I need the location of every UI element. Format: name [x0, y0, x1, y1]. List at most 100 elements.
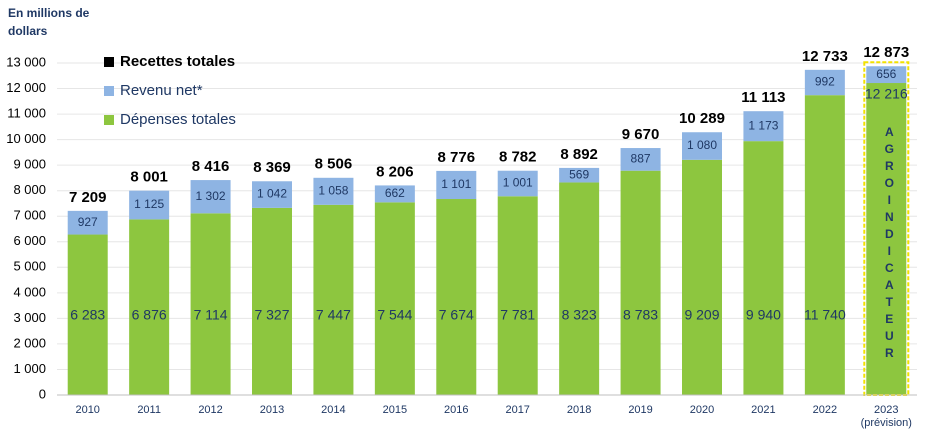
total-label: 10 289: [679, 110, 725, 127]
total-label: 8 782: [499, 149, 537, 166]
bar-segment: [374, 185, 415, 203]
bar-segment: [436, 199, 477, 395]
legend-swatch: [104, 115, 114, 125]
bar-segment: [129, 219, 170, 395]
legend-swatch: [104, 57, 114, 67]
value-label: 12 216: [865, 86, 908, 102]
total-label: 8 206: [376, 163, 414, 180]
value-label: 9 940: [746, 307, 781, 323]
value-label: 1 042: [257, 187, 287, 201]
total-label: 8 506: [315, 156, 353, 173]
value-label: 927: [78, 215, 98, 229]
y-tick-label: 7 000: [13, 208, 46, 223]
value-label: 7 447: [316, 307, 351, 323]
bar-segment: [559, 167, 600, 183]
value-label: 9 209: [684, 307, 719, 323]
total-label: 9 670: [622, 126, 660, 143]
y-tick-label: 8 000: [13, 182, 46, 197]
bar-segment: [559, 182, 600, 395]
value-label: 662: [385, 186, 405, 200]
y-tick-label: 11 000: [7, 106, 46, 121]
bar-segment: [866, 83, 907, 395]
value-label: 992: [815, 75, 835, 89]
bar-segment: [313, 177, 354, 205]
x-tick-label: 2020: [689, 404, 715, 416]
bar-segment: [436, 170, 477, 200]
y-tick-label: 5 000: [13, 259, 46, 274]
legend-label: Dépenses totales: [120, 111, 236, 128]
total-label: 8 776: [438, 149, 476, 166]
y-tick-label: 0: [39, 386, 46, 401]
legend-swatch: [104, 86, 114, 96]
legend-label: Recettes totales: [120, 53, 235, 70]
x-tick-label: 2021: [751, 404, 776, 416]
value-label: 1 001: [503, 176, 533, 190]
bar-segment: [620, 170, 661, 395]
total-label: 12 873: [863, 44, 909, 61]
total-label: 8 892: [560, 146, 598, 163]
bar-segment: [190, 180, 231, 214]
y-tick-label: 2 000: [13, 335, 46, 350]
x-tick-label: 2017: [505, 404, 530, 416]
bar-segment: [374, 202, 415, 395]
bar-segment: [804, 95, 845, 395]
bar-segment: [252, 181, 292, 208]
x-tick-label: 2014: [321, 404, 346, 416]
bar-segment: [190, 213, 231, 395]
x-tick-label: 2012: [198, 404, 223, 416]
x-tick-label: 2013: [259, 404, 285, 416]
bar-segment: [804, 69, 845, 96]
value-label: 7 781: [500, 307, 535, 323]
bar-segment: [497, 170, 538, 197]
value-label: 7 327: [254, 307, 289, 323]
y-axis-label: En millions de dollars: [8, 6, 90, 38]
y-tick-label: 12 000: [6, 80, 46, 95]
bar-segment: [743, 111, 784, 142]
total-label: 7 209: [69, 189, 107, 206]
value-label: 887: [631, 152, 651, 166]
total-label: 8 001: [130, 169, 168, 186]
total-label: 12 733: [802, 48, 848, 65]
y-tick-label: 3 000: [13, 310, 46, 325]
x-tick-label: 2015: [382, 404, 408, 416]
bar-segment: [682, 159, 722, 395]
value-label: 1 125: [134, 197, 164, 211]
value-label: 1 173: [748, 118, 778, 132]
total-label: 11 113: [741, 89, 785, 106]
x-tick-label: 2023 (prévision): [860, 404, 912, 429]
value-label: 6 876: [132, 307, 167, 323]
value-label: 6 283: [70, 307, 105, 323]
bar-segment: [252, 207, 292, 395]
value-label: 7 544: [377, 307, 412, 323]
y-tick-label: 6 000: [13, 233, 46, 248]
x-tick-label: 2010: [75, 404, 100, 416]
x-tick-label: 2022: [812, 404, 838, 416]
value-label: 11 740: [804, 307, 846, 323]
legend-label: Revenu net*: [120, 82, 203, 99]
bar-segment: [620, 148, 661, 171]
bar-segment: [497, 196, 538, 395]
value-label: 656: [876, 67, 896, 81]
value-label: 8 783: [623, 307, 658, 323]
y-tick-label: 13 000: [6, 54, 46, 69]
bar-segment: [67, 210, 108, 235]
total-label: 8 416: [192, 158, 230, 175]
x-tick-label: 2011: [137, 404, 161, 416]
x-tick-label: 2019: [628, 404, 653, 416]
x-tick-label: 2018: [566, 404, 592, 416]
value-label: 8 323: [562, 307, 597, 323]
value-label: 1 080: [687, 138, 717, 152]
value-label: 7 674: [439, 307, 474, 323]
annotation: AGROINDICATEUR: [882, 125, 897, 363]
y-tick-label: 10 000: [6, 131, 46, 146]
bar-segment: [682, 132, 722, 160]
value-label: 1 302: [196, 189, 226, 203]
bar-segment: [743, 141, 784, 395]
bar-segment: [866, 66, 907, 84]
y-tick-label: 4 000: [13, 284, 46, 299]
bar-segment: [129, 190, 170, 220]
y-tick-label: 1 000: [13, 361, 46, 376]
y-tick-label: 9 000: [13, 157, 46, 172]
